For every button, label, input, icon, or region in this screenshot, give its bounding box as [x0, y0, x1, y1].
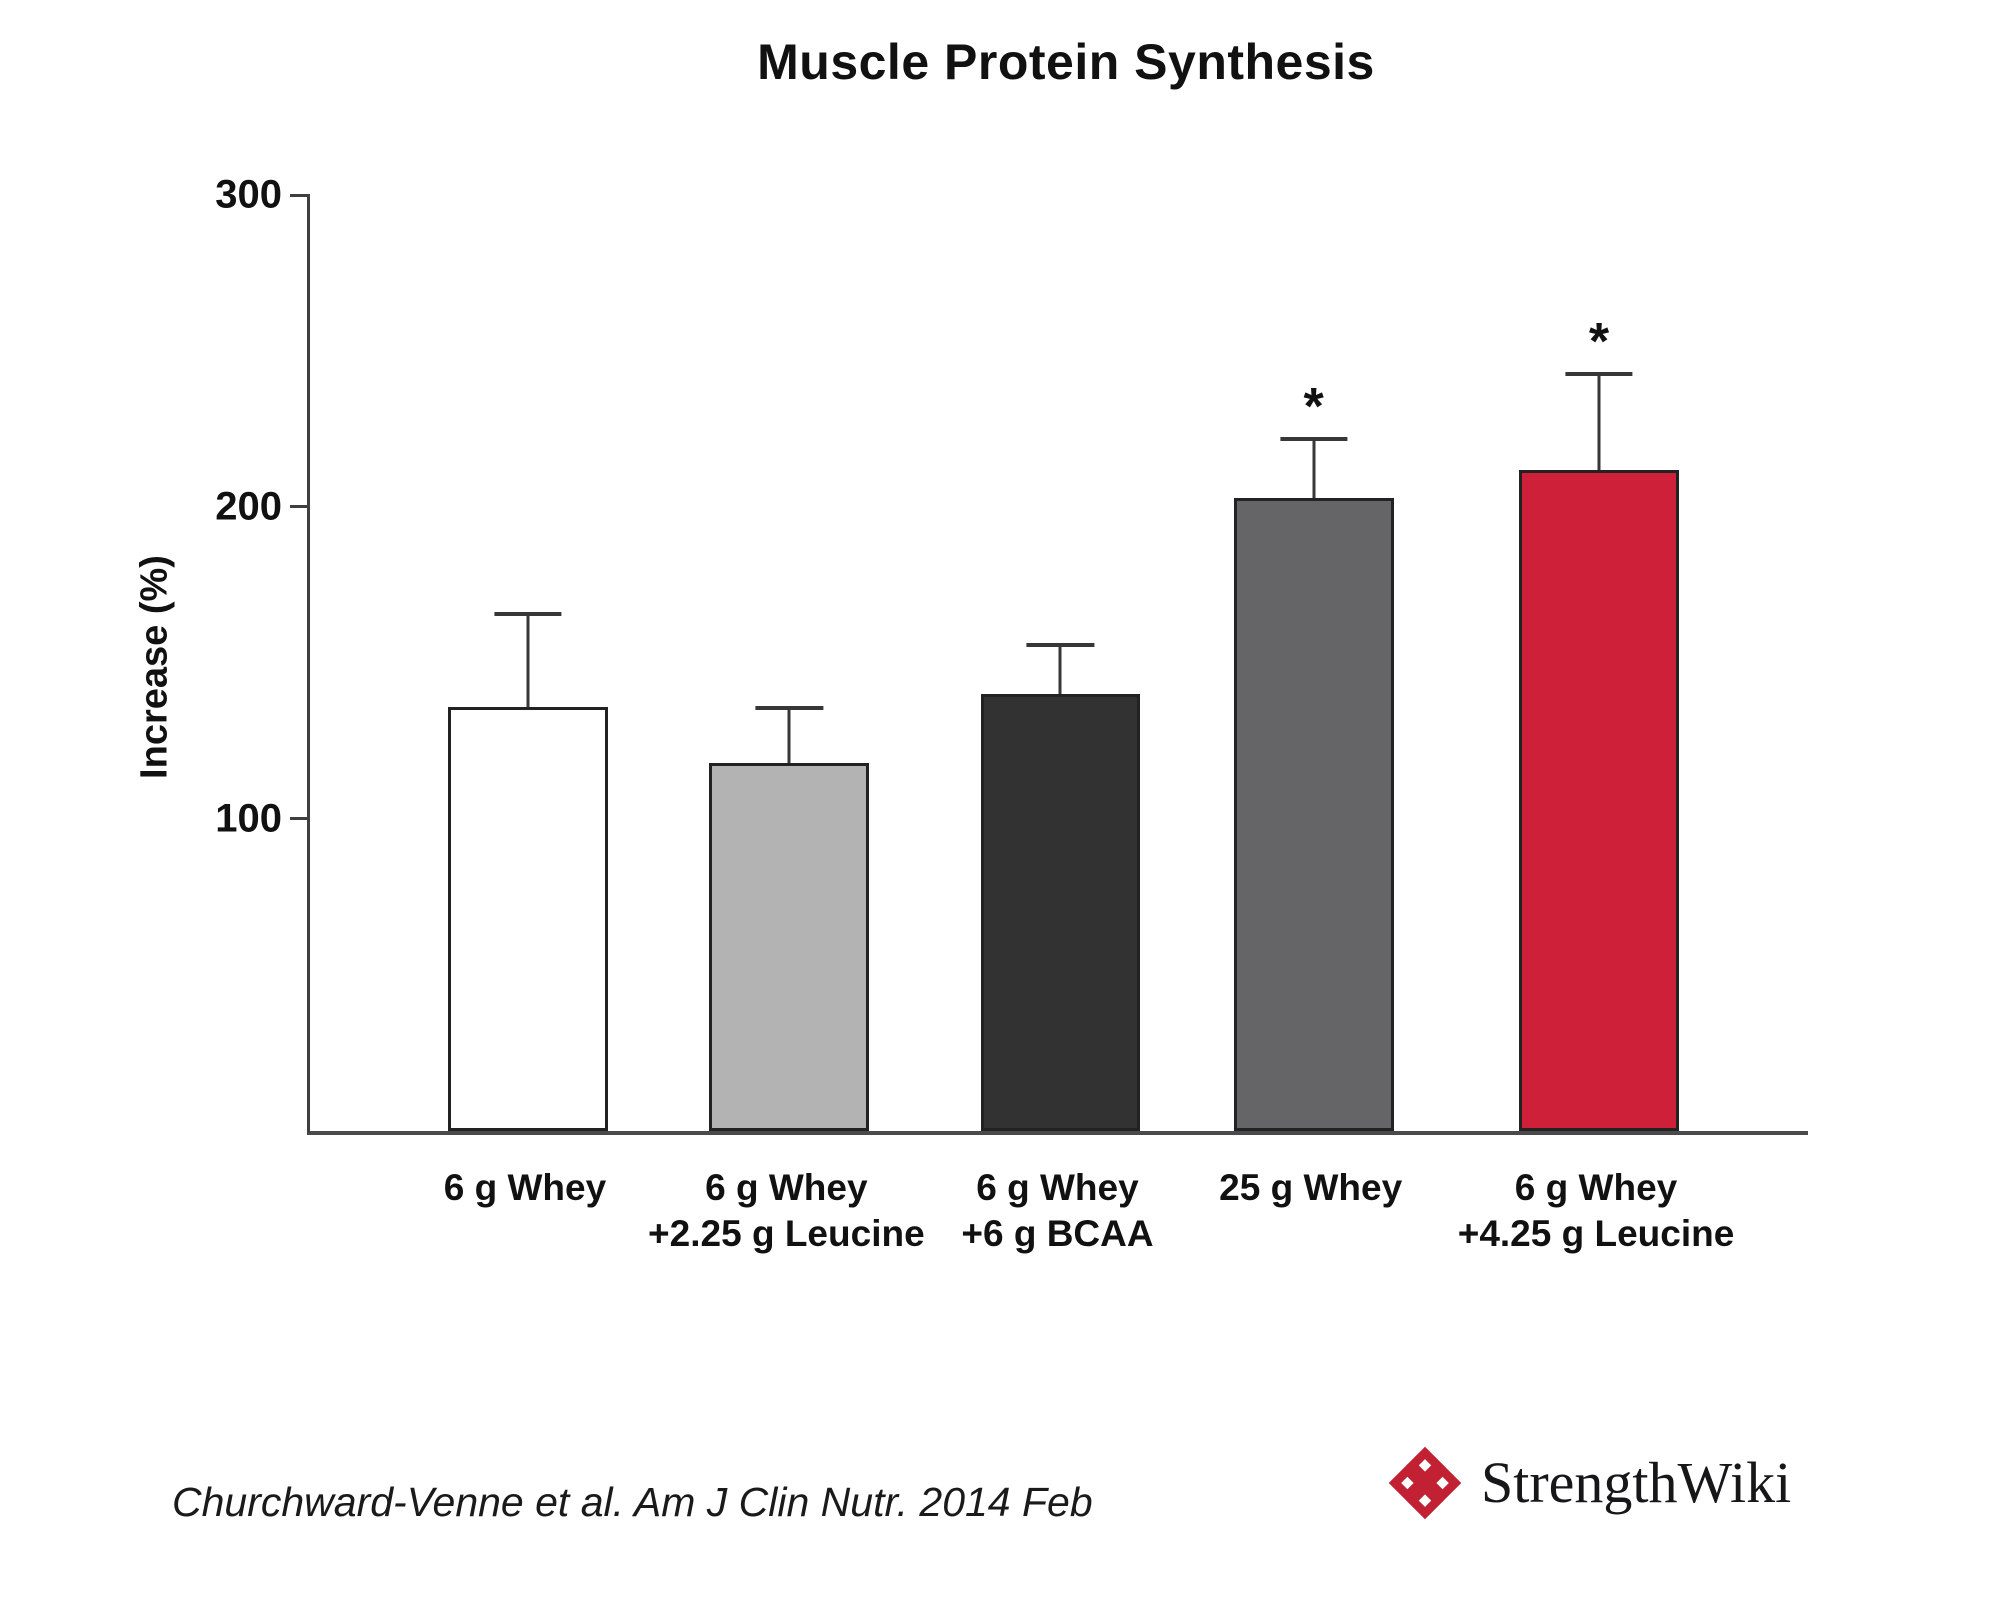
y-tick-label: 200 — [215, 484, 282, 529]
y-axis-title: Increase (%) — [133, 555, 176, 779]
brand-logo: StrengthWiki — [1385, 1442, 1791, 1524]
error-bar-cap — [1026, 643, 1095, 648]
error-bar-cap — [494, 612, 562, 617]
x-tick-label-2: 6 g Whey +2.25 g Leucine — [648, 1165, 925, 1257]
y-tick-mark — [290, 505, 310, 509]
error-bar-stem — [1597, 375, 1601, 470]
x-tick-label-1: 6 g Whey — [444, 1165, 606, 1211]
brand-name: StrengthWiki — [1481, 1450, 1792, 1515]
x-tick-label-line: +2.25 g Leucine — [648, 1213, 925, 1254]
x-tick-label-line: 6 g Whey — [443, 1167, 607, 1208]
error-bar-cap — [1565, 371, 1633, 376]
significance-asterisk: * — [1588, 312, 1610, 371]
x-tick-label-3: 6 g Whey +6 g BCAA — [961, 1165, 1153, 1257]
error-bar-cap — [755, 705, 823, 710]
x-tick-label-line: +4.25 g Leucine — [1457, 1213, 1735, 1254]
bar-3 — [980, 694, 1141, 1131]
y-tick-mark — [290, 817, 310, 821]
chart-title: Muscle Protein Synthesis — [757, 34, 1375, 90]
x-tick-label-5: 6 g Whey +4.25 g Leucine — [1458, 1165, 1735, 1257]
x-axis-labels: 6 g Whey 6 g Whey +2.25 g Leucine 6 g Whey +… — [307, 1165, 1805, 1295]
bar-1 — [447, 706, 608, 1131]
y-tick-mark — [290, 193, 310, 197]
error-bar-stem — [787, 709, 791, 763]
bar-2 — [709, 762, 870, 1131]
error-bar-stem — [1312, 441, 1316, 498]
x-tick-label-line: 6 g Whey — [976, 1167, 1139, 1208]
bar-4 — [1233, 497, 1394, 1131]
x-tick-label-4: 25 g Whey — [1219, 1165, 1402, 1211]
error-bar-stem — [1058, 647, 1062, 695]
strengthwiki-diamond-icon — [1388, 1446, 1462, 1520]
bar-5 — [1519, 469, 1680, 1131]
x-tick-label-line: 6 g Whey — [1514, 1167, 1678, 1208]
x-tick-label-line: 25 g Whey — [1219, 1167, 1403, 1208]
y-tick-label: 100 — [215, 796, 282, 841]
x-tick-label-line: 6 g Whey — [705, 1167, 868, 1208]
error-bar-stem — [526, 616, 530, 707]
error-bar-cap — [1280, 437, 1348, 442]
plot-area: * * 100 200 300 — [215, 173, 1808, 1135]
significance-asterisk: * — [1303, 378, 1324, 437]
x-tick-label-line: +6 g BCAA — [961, 1213, 1154, 1254]
citation-text: Churchward-Venne et al. Am J Clin Nutr. … — [172, 1479, 1093, 1525]
y-tick-label: 300 — [215, 172, 282, 217]
